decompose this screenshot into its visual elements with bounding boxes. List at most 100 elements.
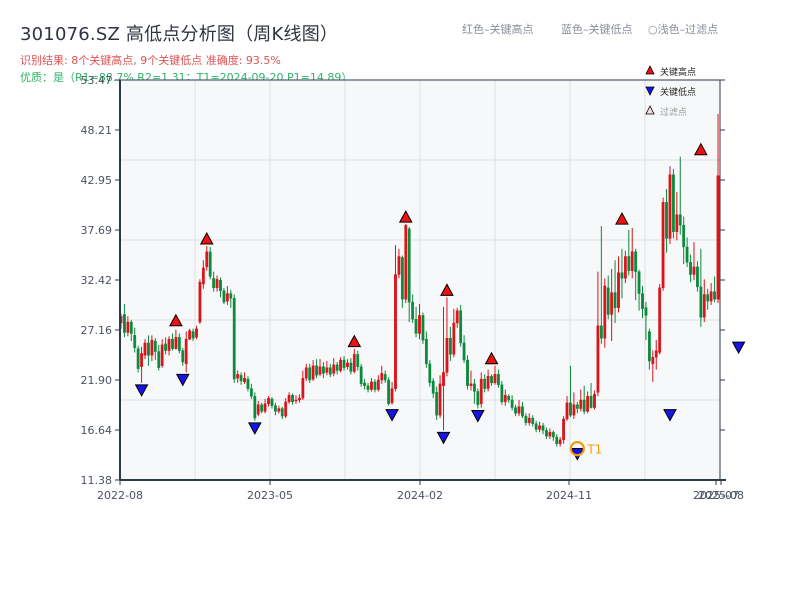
candle-down [555,436,559,444]
candle-down [181,350,185,363]
candle-down [129,321,133,334]
candle-up [352,354,356,372]
candle-down [459,310,463,344]
candle-down [280,408,284,417]
candle-down [359,366,363,385]
candle-up [593,394,596,408]
candle-down [208,251,212,277]
candle-up [267,397,270,404]
x-tick-label: 2025-08 [698,489,744,502]
candle-down [606,287,610,315]
legend-blue-low: 蓝色–关键低点 [561,23,633,36]
candle-up [661,202,665,289]
candle-up [150,339,154,356]
candle-up [654,350,658,358]
candle-up [277,408,281,412]
candle-up [675,214,679,232]
candle-up [376,379,380,390]
candle-up [188,330,192,340]
candle-down [342,359,346,368]
candle-up [452,322,456,355]
candle-down [328,367,332,375]
candle-up [318,366,322,375]
candle-up [167,338,171,351]
candle-down [569,402,572,416]
candle-down [411,301,415,320]
candle-down [349,362,353,372]
candle-down [514,407,517,414]
candle-up [558,439,562,444]
legend-filtered: ○浅色–过滤点 [648,23,719,36]
candle-up [596,325,600,393]
candle-up [527,417,531,423]
candle-down [219,280,222,291]
candle-down [521,406,524,417]
chart-title: 301076.SZ 高低点分析图（周K线图） [20,24,339,45]
candle-up [263,403,267,412]
candle-up [565,402,569,420]
legend-filtered-icon [645,105,655,115]
candle-down [363,382,367,386]
candle-down [671,174,675,232]
y-tick-label: 27.16 [81,324,113,337]
key-point-markers: T1 [134,142,746,461]
candle-up [617,272,620,308]
key-low-marker [175,373,190,387]
candle-up [225,293,229,302]
candle-up [284,401,288,417]
key-low-marker [134,384,149,397]
legend-low-icon [645,86,655,96]
x-tick-label: 2023-05 [247,489,293,502]
key-high-marker [484,351,499,365]
candle-up [418,315,421,334]
candle-down [497,374,500,385]
candle-down [414,319,418,334]
candle-up [610,292,614,315]
candle-down [273,405,277,412]
candle-down [315,365,318,376]
candle-down [647,331,651,362]
candle-down [260,404,264,412]
key-high-marker [398,210,413,223]
candle-up [287,395,291,403]
candle-down [373,381,377,390]
key-high-marker [169,313,183,327]
candle-up [126,321,130,333]
candle-down [424,338,428,365]
candle-up [390,388,394,404]
candle-up [658,287,662,353]
x-tick-label: 2024-02 [397,489,443,502]
candle-down [191,331,195,339]
candle-up [195,328,198,338]
y-tick-label: 16.64 [81,424,113,437]
candle-down [387,379,391,404]
candle-up [709,291,713,302]
candle-down [476,391,480,405]
candle-down [682,224,686,248]
candle-down [335,364,339,371]
axes: 11.38 16.64 21.90 27.16 32.42 37.69 42.95 48.21… [81,74,744,502]
candle-down [153,340,157,352]
candle-down [229,293,233,299]
y-tick-label: 53.47 [81,74,113,87]
t1-ring [569,441,585,457]
candle-down [490,376,493,384]
candle-up [651,357,655,365]
candle-up [572,404,576,416]
candle-down [147,342,150,356]
candle-down [435,392,439,416]
x-tick-label: 2024-11 [546,489,592,502]
candle-down [541,425,545,431]
y-tick-label: 42.95 [81,174,113,187]
candle-up [603,285,607,339]
candle-down [448,338,452,355]
candle-up [445,338,449,373]
candle-down [177,337,181,351]
candle-down [641,293,644,309]
candle-down [249,388,253,397]
candle-up [586,395,590,412]
candle-up [332,364,336,374]
candle-up [174,337,178,349]
key-low-marker [385,409,399,422]
candle-up [455,310,459,324]
